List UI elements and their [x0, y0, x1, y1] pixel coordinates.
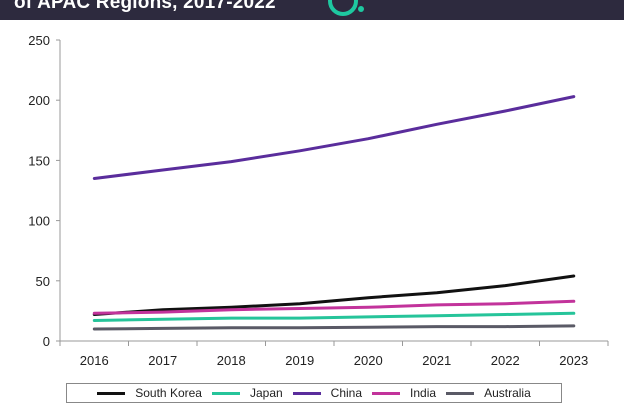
legend-label: Japan [249, 386, 283, 400]
series-line-australia [92, 324, 576, 331]
y-tick-label: 100 [28, 214, 50, 229]
y-tick-label: 250 [28, 33, 50, 48]
legend-swatch [372, 391, 401, 395]
chart-header: of APAC Regions, 2017-2022 [0, 0, 624, 20]
chart-series-lines [92, 95, 576, 331]
x-tick-label: 2019 [285, 353, 314, 368]
series-line-japan [92, 311, 576, 322]
series-line-china [92, 95, 576, 180]
x-tick-label: 2016 [80, 353, 109, 368]
legend-swatch [446, 391, 475, 395]
x-tick-label: 2018 [217, 353, 246, 368]
y-tick-label: 200 [28, 93, 50, 108]
legend-item-south-korea: South Korea [97, 386, 202, 400]
x-tick-label: 2023 [559, 353, 588, 368]
legend-label: South Korea [135, 386, 202, 400]
legend-item-china: China [292, 386, 363, 400]
legend-label: India [410, 386, 437, 400]
logo-icon [328, 0, 358, 16]
legend-item-australia: Australia [446, 386, 531, 400]
legend-swatch [97, 391, 126, 395]
chart-title: of APAC Regions, 2017-2022 [14, 0, 276, 13]
legend-swatch [211, 391, 240, 395]
y-tick-label: 50 [36, 274, 50, 289]
chart-legend: South Korea Japan China India Australia [66, 383, 562, 403]
y-tick-label: 0 [43, 334, 50, 349]
chart-axes: 0 50 100 150 200 250 2016 2017 2018 2019 2020 2021 2… [28, 33, 609, 368]
y-tick-label: 150 [28, 153, 50, 168]
line-chart: 0 50 100 150 200 250 2016 2017 2018 2019 2020 2021 2… [28, 33, 609, 368]
logo-dot-icon [358, 6, 364, 12]
series-line-india [92, 299, 576, 315]
x-tick-label: 2022 [491, 353, 520, 368]
legend-item-japan: Japan [211, 386, 283, 400]
x-tick-label: 2021 [422, 353, 451, 368]
legend-swatch [292, 391, 321, 395]
legend-item-india: India [372, 386, 436, 400]
x-tick-label: 2020 [354, 353, 383, 368]
x-tick-label: 2017 [148, 353, 177, 368]
series-line-south-korea [92, 274, 576, 316]
legend-label: China [330, 386, 363, 400]
legend-label: Australia [484, 386, 531, 400]
